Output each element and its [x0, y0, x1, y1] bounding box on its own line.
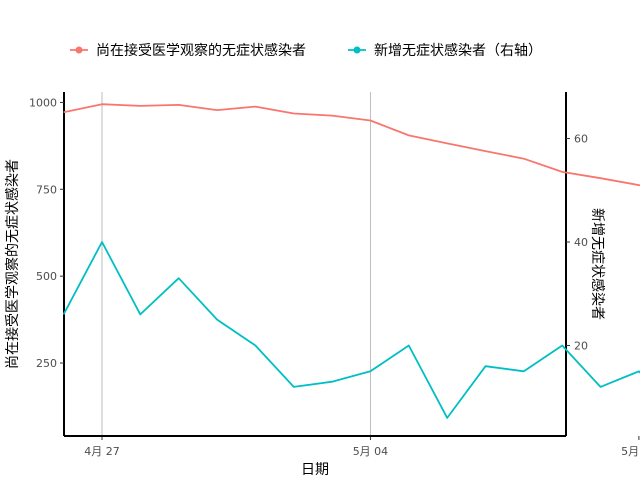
x-tick-label: 5月 04 — [353, 445, 389, 458]
legend-label: 新增无症状感染者（右轴） — [374, 42, 542, 59]
legend-label: 尚在接受医学观察的无症状感染者 — [96, 42, 306, 59]
y-left-tick-label: 1000 — [29, 96, 57, 109]
y-axis-left-title: 尚在接受医学观察的无症状感染者 — [4, 159, 21, 369]
x-axis-title: 日期 — [301, 462, 329, 478]
y-left-tick-label: 750 — [36, 183, 57, 196]
legend: 尚在接受医学观察的无症状感染者 新增无症状感染者（右轴） — [70, 42, 542, 59]
series-line-1 — [63, 103, 640, 187]
y-axis-right-title: 新增无症状感染者 — [589, 208, 606, 320]
legend-key-marker — [75, 46, 83, 54]
y-left-tick-label: 250 — [36, 357, 57, 370]
y-left-tick-label: 500 — [36, 270, 57, 283]
series-lines — [62, 103, 640, 419]
x-tick-label: 4月 27 — [84, 445, 120, 458]
legend-key-marker — [353, 46, 361, 54]
series-line-2 — [62, 241, 640, 419]
x-tick-label: 5月 11 — [621, 445, 640, 458]
y-right-tick-label: 60 — [574, 133, 588, 146]
gridlines — [101, 92, 371, 436]
y-right-tick-label: 20 — [574, 339, 588, 352]
y-right-tick-label: 40 — [574, 236, 588, 249]
